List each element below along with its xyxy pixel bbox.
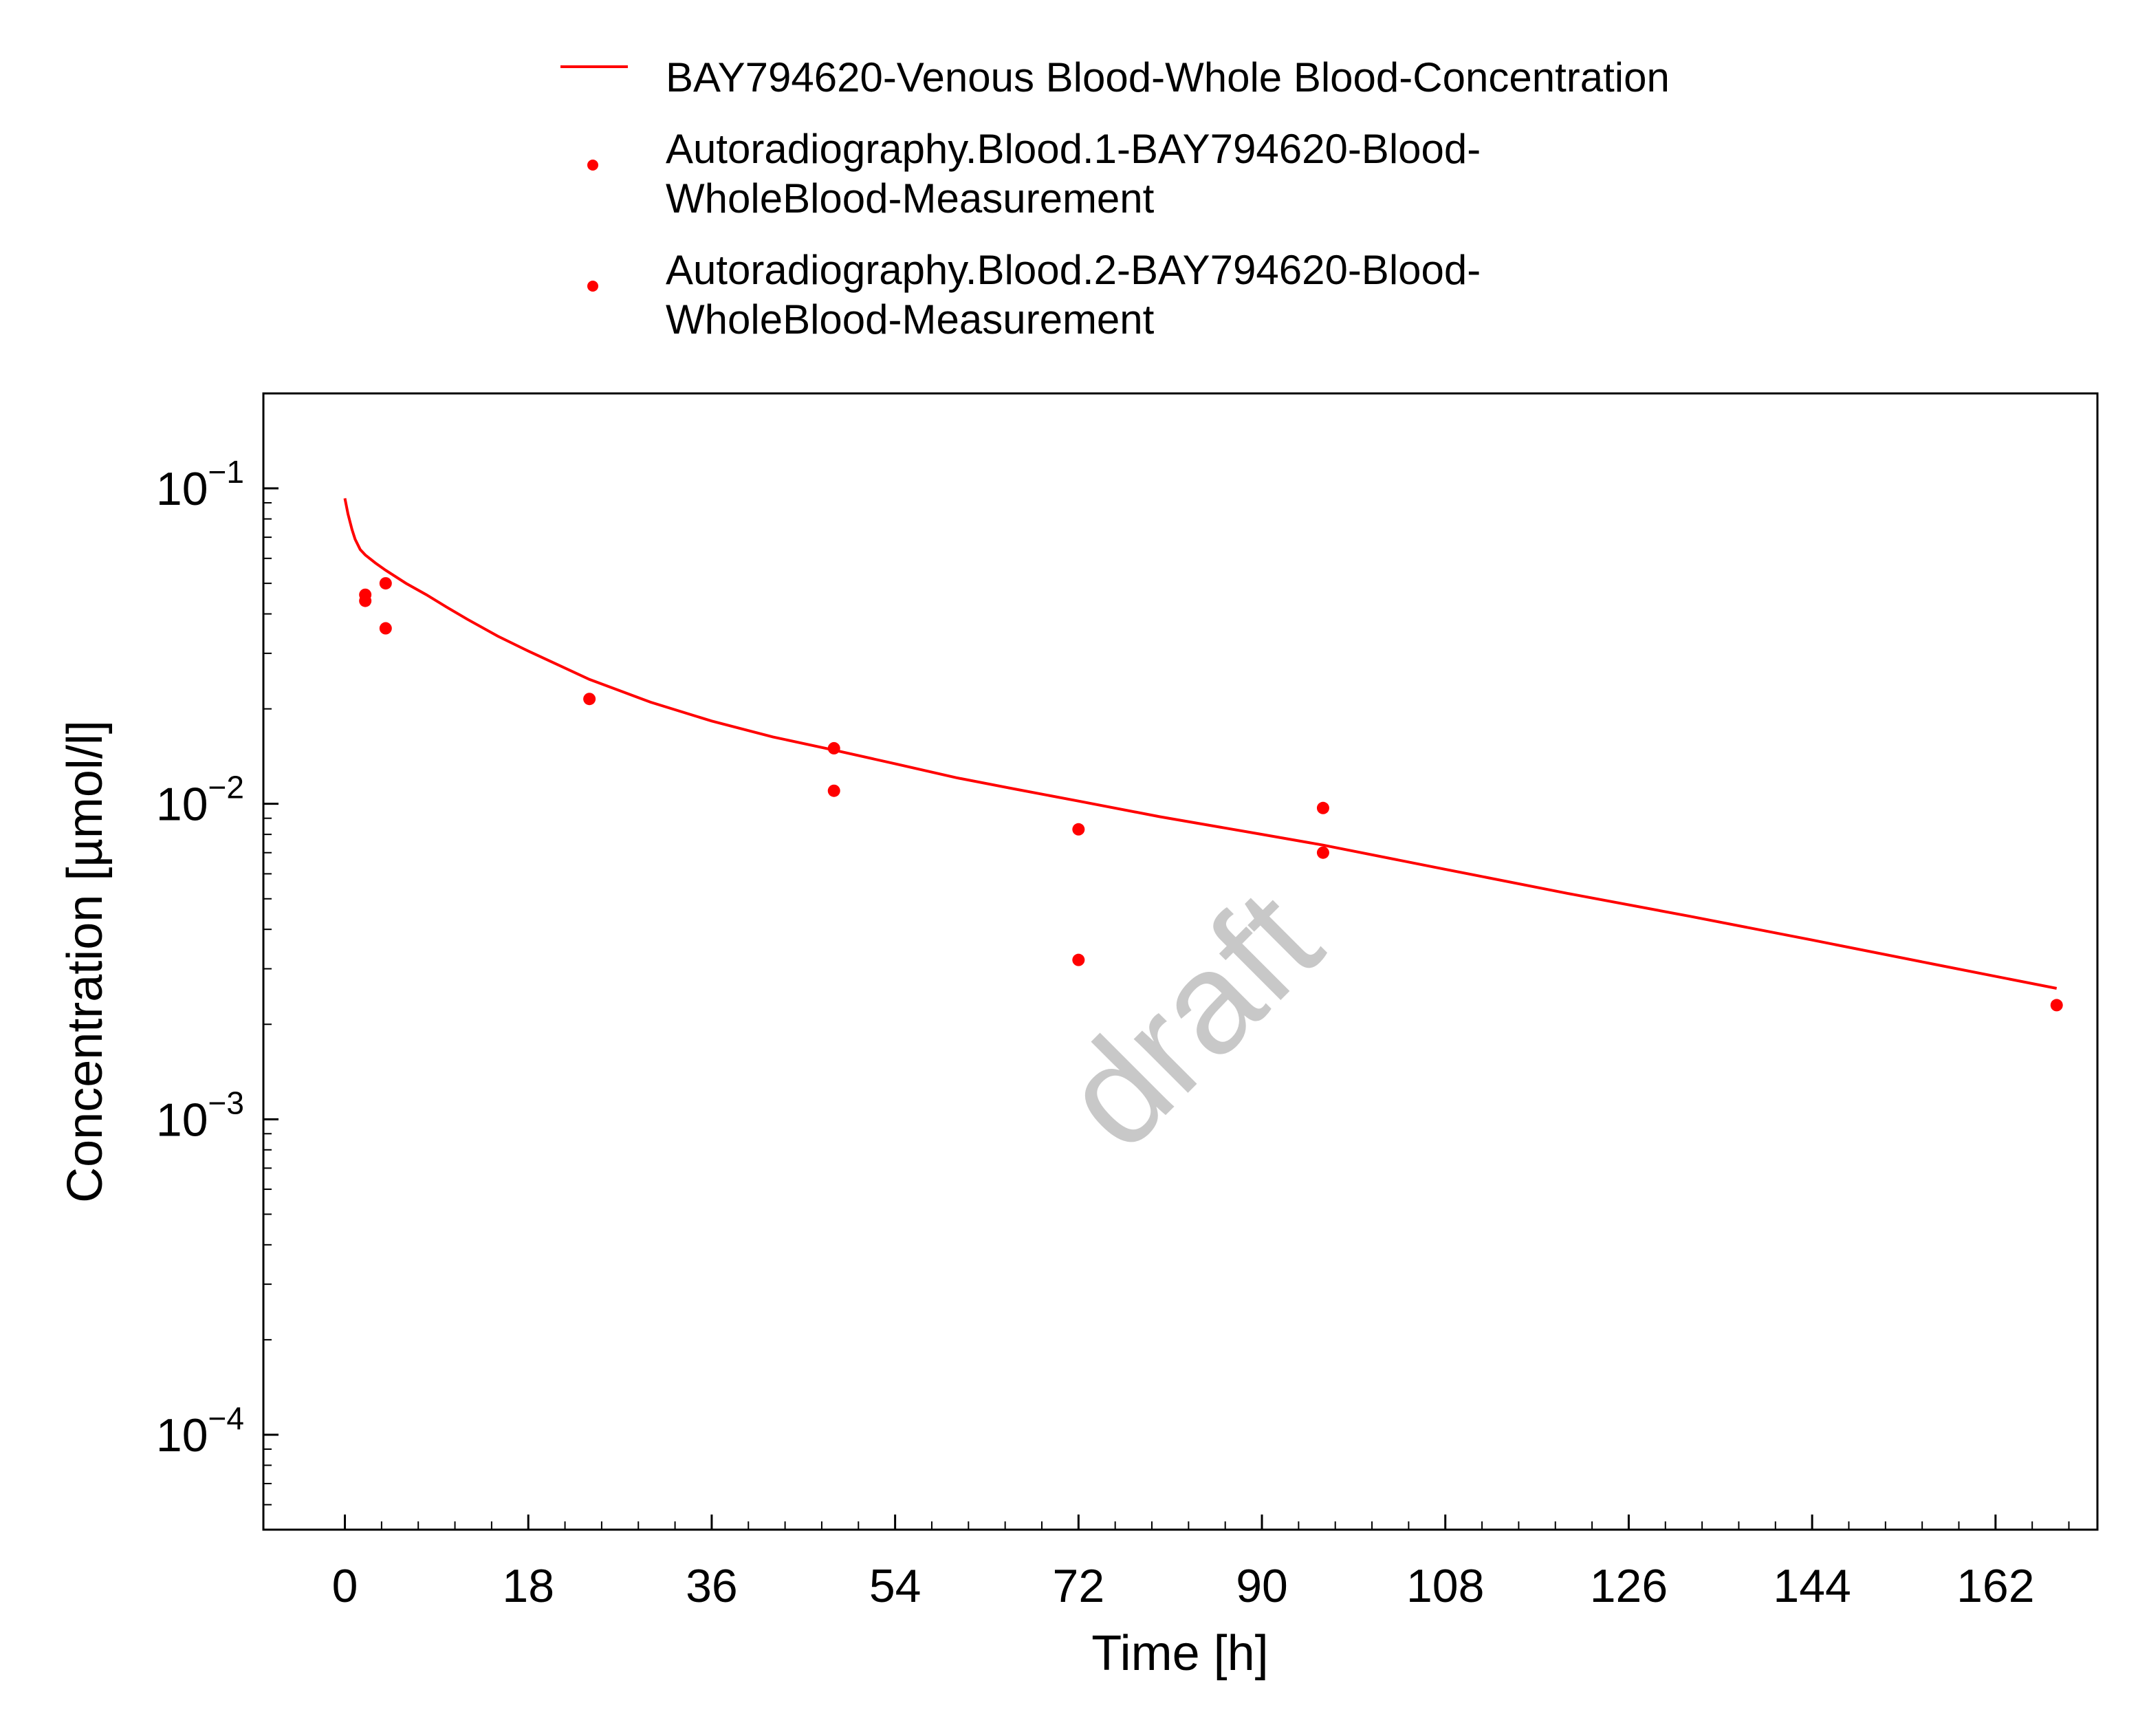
series-2-point: [1072, 823, 1085, 836]
series-1-line: [343, 498, 2058, 990]
series-layer: [343, 498, 2063, 1012]
x-tick-label: 18: [502, 1560, 554, 1612]
legend: BAY794620-Venous Blood-Whole Blood-Conce…: [560, 54, 1670, 343]
y-tick-label: 10−2: [156, 770, 244, 831]
series-2-point: [827, 741, 840, 755]
x-tick-label: 0: [332, 1560, 358, 1612]
series-3-point: [827, 784, 840, 797]
series-3-point: [2050, 999, 2063, 1012]
x-tick-label: 90: [1236, 1560, 1288, 1612]
plot-area: [262, 392, 2099, 1531]
watermark: draft: [1032, 860, 1350, 1178]
series-3-point: [379, 622, 392, 635]
x-tick-label: 144: [1773, 1560, 1851, 1612]
legend-marker-series-2: [587, 160, 598, 171]
y-axis: 10−1 10−2 10−3 10−4: [156, 393, 279, 1530]
legend-marker-series-3: [587, 281, 598, 292]
legend-label-series-1: BAY794620-Venous Blood-Whole Blood-Conce…: [666, 54, 1670, 100]
series-3-point: [359, 594, 372, 607]
x-tick-label: 36: [686, 1560, 738, 1612]
x-tick-label: 162: [1956, 1560, 2034, 1612]
x-tick-label: 126: [1590, 1560, 1668, 1612]
series-2-point: [379, 577, 392, 590]
y-tick-label: 10−3: [156, 1085, 244, 1146]
series-3-point: [1072, 953, 1085, 966]
series-2-point: [583, 693, 596, 706]
x-axis-label: Time [h]: [1091, 1626, 1268, 1681]
legend-label-series-3: Autoradiography.Blood.2-BAY794620-Blood-…: [666, 247, 1492, 343]
x-tick-label: 72: [1053, 1560, 1105, 1612]
series-2-point: [1316, 801, 1329, 814]
y-tick-label: 10−1: [156, 454, 244, 515]
x-tick-label: 54: [869, 1560, 921, 1612]
y-axis-label: Concentration [µmol/l]: [58, 720, 113, 1203]
y-tick-label: 10−4: [156, 1400, 244, 1462]
legend-label-series-2: Autoradiography.Blood.1-BAY794620-Blood-…: [666, 126, 1492, 221]
series-3-point: [1316, 846, 1329, 859]
x-axis: 0 18 36 54 72 90 108 126 144 162: [332, 1515, 2070, 1612]
x-tick-label: 108: [1406, 1560, 1484, 1612]
